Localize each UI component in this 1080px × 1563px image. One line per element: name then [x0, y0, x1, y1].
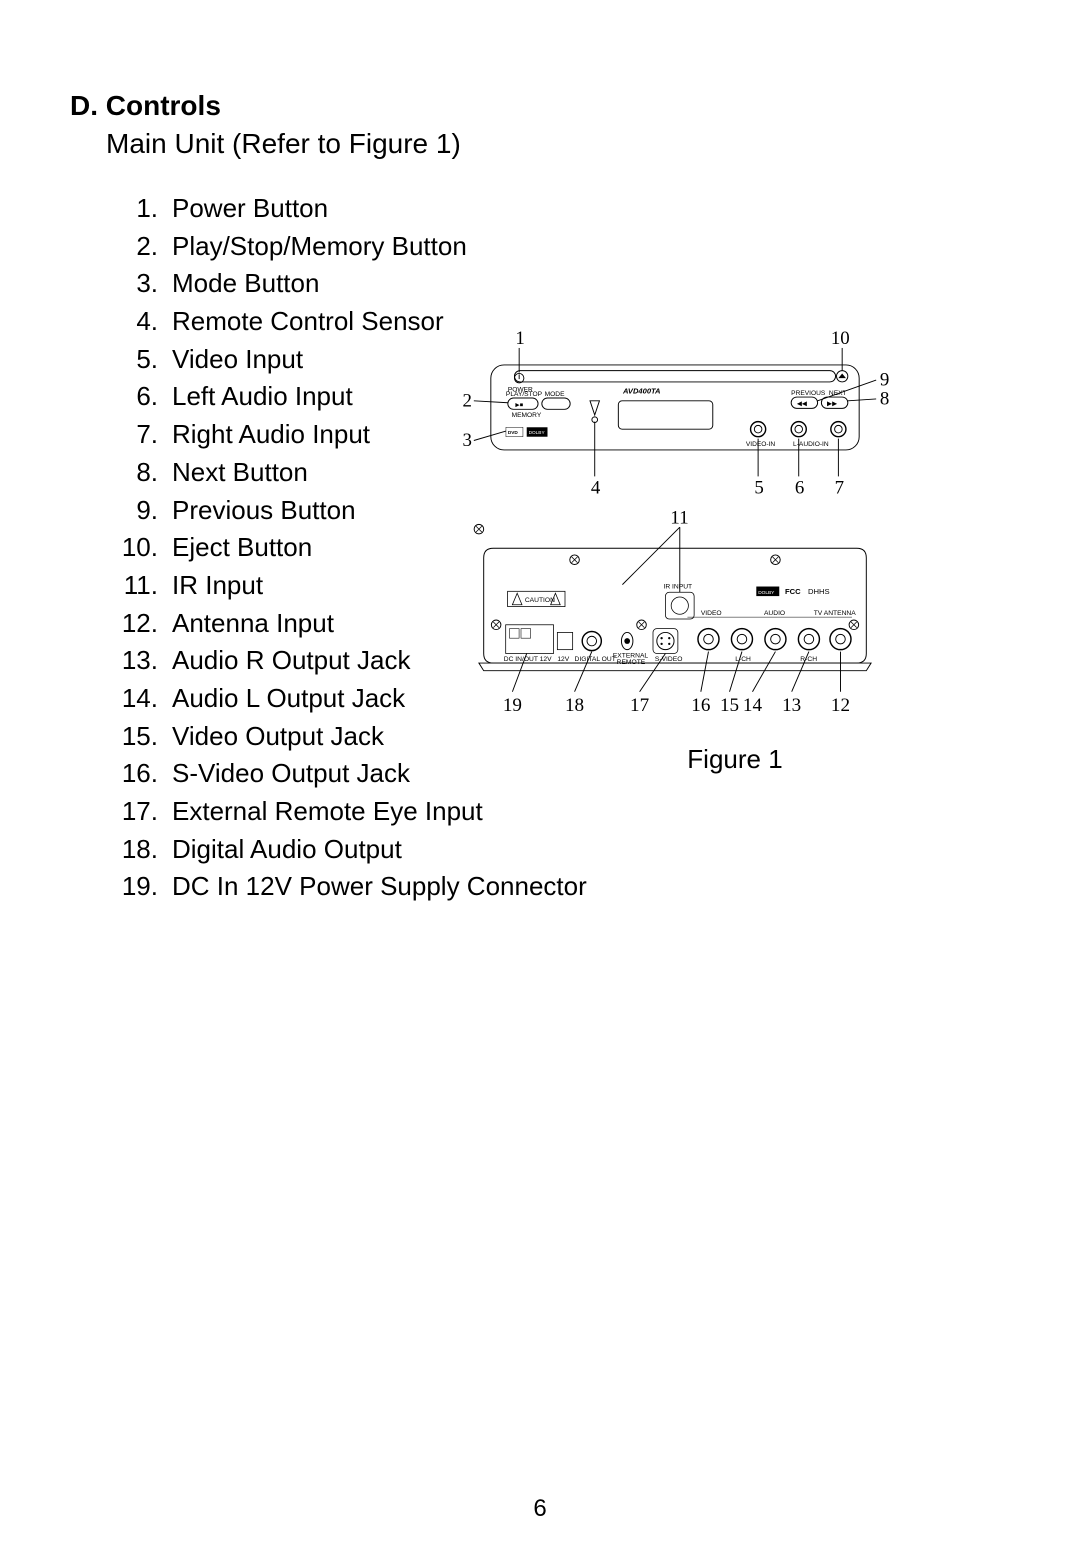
svg-text:▶■: ▶■: [515, 403, 523, 409]
svg-text:◀◀: ◀◀: [797, 401, 808, 408]
label-video-in: VIDEO-IN: [746, 441, 776, 448]
callout-10: 10: [831, 330, 850, 349]
callout-13: 13: [782, 695, 801, 716]
figure-caption: Figure 1: [445, 744, 1025, 775]
label-tv-antenna: TV ANTENNA: [814, 610, 857, 617]
list-item-text: Digital Audio Output: [172, 831, 1010, 869]
callout-5: 5: [754, 477, 763, 498]
callout-16: 16: [691, 695, 710, 716]
label-previous: PREVIOUS: [791, 390, 826, 397]
list-item-text: Mode Button: [172, 265, 1010, 303]
list-item-number: 10.: [106, 529, 172, 567]
label-model: AVD400TA: [622, 386, 660, 395]
figure-area: POWER ▶■ PLAY/STOP MODE MEMORY DVD DOLBY…: [445, 330, 1025, 775]
list-item-number: 7.: [106, 416, 172, 454]
list-item-number: 1.: [106, 190, 172, 228]
callout-6: 6: [795, 477, 804, 498]
subheading: Main Unit (Refer to Figure 1): [106, 128, 1010, 160]
callout-4: 4: [591, 477, 601, 498]
label-playstop: PLAY/STOP: [506, 391, 543, 398]
callout-8: 8: [880, 389, 889, 410]
label-caution: CAUTION: [525, 597, 555, 604]
document-page: D. Controls Main Unit (Refer to Figure 1…: [0, 0, 1080, 1563]
list-item: 19.DC In 12V Power Supply Connector: [106, 868, 1010, 906]
label-video: VIDEO: [701, 610, 722, 617]
svg-text:▶▶: ▶▶: [827, 401, 838, 408]
callout-14: 14: [743, 695, 763, 716]
list-item-number: 4.: [106, 303, 172, 341]
svg-text:12V: 12V: [557, 656, 569, 663]
list-item-text: Power Button: [172, 190, 1010, 228]
svg-text:MEMORY: MEMORY: [512, 412, 542, 419]
callout-15: 15: [720, 695, 739, 716]
label-digital-out: DIGITAL OUT: [575, 656, 616, 663]
list-item-number: 5.: [106, 341, 172, 379]
label-rch: R-CH: [800, 656, 817, 663]
list-item: 3.Mode Button: [106, 265, 1010, 303]
list-item: 1.Power Button: [106, 190, 1010, 228]
list-item-number: 14.: [106, 680, 172, 718]
callout-19: 19: [503, 695, 522, 716]
svg-text:DOLBY: DOLBY: [758, 590, 775, 596]
rear-panel-diagram: CAUTION IR INPUT DOLBY FCC DHHS DC IN/OU…: [445, 510, 905, 730]
list-item-number: 16.: [106, 755, 172, 793]
list-item-number: 8.: [106, 454, 172, 492]
label-svideo: S-VIDEO: [655, 656, 683, 663]
list-item-number: 19.: [106, 868, 172, 906]
front-panel-diagram: POWER ▶■ PLAY/STOP MODE MEMORY DVD DOLBY…: [445, 330, 905, 500]
label-dc: DC IN/OUT 12V: [504, 656, 552, 663]
list-item-number: 9.: [106, 492, 172, 530]
list-item: 18.Digital Audio Output: [106, 831, 1010, 869]
page-number: 6: [0, 1495, 1080, 1523]
label-ir-input: IR INPUT: [664, 583, 693, 590]
callout-7: 7: [835, 477, 844, 498]
list-item-number: 2.: [106, 228, 172, 266]
svg-text:DVD: DVD: [508, 430, 519, 436]
svg-text:REMOTE: REMOTE: [617, 659, 646, 666]
list-item-text: External Remote Eye Input: [172, 793, 1010, 831]
list-item-number: 3.: [106, 265, 172, 303]
label-audio: AUDIO: [764, 610, 785, 617]
callout-2: 2: [463, 391, 472, 412]
list-item: 2.Play/Stop/Memory Button: [106, 228, 1010, 266]
list-item-number: 17.: [106, 793, 172, 831]
list-item: 17.External Remote Eye Input: [106, 793, 1010, 831]
callout-17: 17: [630, 695, 650, 716]
callout-12: 12: [831, 695, 850, 716]
callout-1: 1: [515, 330, 524, 349]
list-item-number: 11.: [106, 567, 172, 605]
label-lch: L-CH: [735, 656, 751, 663]
list-item-number: 13.: [106, 642, 172, 680]
section-heading: D. Controls: [70, 90, 1010, 122]
list-item-text: Play/Stop/Memory Button: [172, 228, 1010, 266]
callout-9: 9: [880, 370, 889, 391]
list-item-text: DC In 12V Power Supply Connector: [172, 868, 1010, 906]
label-mode: MODE: [545, 391, 565, 398]
list-item-number: 18.: [106, 831, 172, 869]
label-dhhs: DHHS: [808, 587, 830, 596]
heading-prefix: D.: [70, 90, 98, 121]
svg-text:DOLBY: DOLBY: [529, 430, 546, 436]
callout-18: 18: [565, 695, 584, 716]
list-item-number: 6.: [106, 378, 172, 416]
callout-11: 11: [670, 510, 688, 528]
heading-text: Controls: [106, 90, 221, 121]
callout-3: 3: [463, 430, 472, 451]
list-item-number: 15.: [106, 718, 172, 756]
list-item-number: 12.: [106, 605, 172, 643]
label-fcc: FCC: [785, 587, 801, 596]
